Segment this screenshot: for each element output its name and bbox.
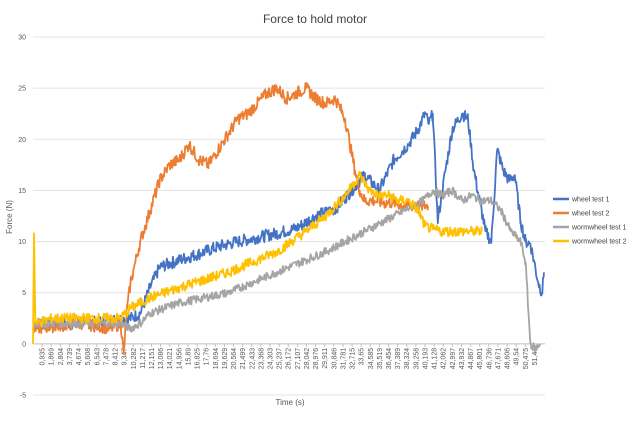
series-line-wormwheel-test-2 (32, 171, 483, 344)
y-tick-label: 15 (18, 188, 26, 195)
x-tick-label: 44,867 (468, 348, 475, 370)
series-line-wormwheel-test-1 (32, 186, 541, 353)
legend-label: wheel test 2 (571, 211, 609, 218)
y-tick-label: 5 (22, 290, 26, 297)
y-tick-label: 0 (22, 341, 26, 348)
y-tick-label: 30 (18, 35, 26, 42)
x-tick-label: 43,932 (459, 348, 466, 370)
legend-item-wheel-test-1[interactable]: wheel test 1 (553, 197, 609, 204)
x-tick-label: 34,585 (368, 348, 375, 370)
x-tick-label: 2,804 (58, 348, 65, 366)
x-tick-label: 23,368 (258, 348, 265, 370)
x-tick-label: 25,237 (277, 348, 284, 370)
legend-label: wormwheel test 2 (571, 239, 627, 246)
x-tick-label: 11,217 (140, 348, 147, 369)
x-tick-label: 3,739 (67, 348, 74, 366)
x-tick-label: 47,671 (495, 348, 502, 370)
chart-title: Force to hold motor (263, 12, 367, 26)
x-tick-label: 9,347 (122, 348, 129, 366)
x-tick-label: 8,412 (113, 348, 120, 366)
x-tick-label: 38,324 (404, 348, 411, 370)
x-tick-label: 5,608 (85, 348, 92, 366)
x-tick-label: 28,976 (313, 348, 320, 370)
x-tick-label: 40,193 (422, 348, 429, 370)
x-tick-label: 45,801 (477, 348, 484, 370)
x-tick-label: 28,042 (304, 348, 311, 370)
x-tick-label: 22,433 (249, 348, 256, 370)
y-axis-ticks: -5 0 5 10 15 20 25 30 (18, 35, 26, 400)
x-tick-label: 27,107 (295, 348, 302, 370)
x-tick-label: 15,89 (185, 348, 192, 366)
x-tick-label: 30,846 (331, 348, 338, 370)
legend-item-wheel-test-2[interactable]: wheel test 2 (553, 211, 609, 218)
x-tick-label: 4,674 (76, 348, 83, 366)
x-tick-label: 10,282 (131, 348, 138, 370)
x-tick-label: 33,65 (359, 348, 366, 366)
y-tick-label: -5 (20, 393, 26, 400)
y-axis-title: Force (N) (5, 200, 14, 234)
x-tick-label: 42,997 (450, 348, 457, 370)
x-tick-label: 24,303 (268, 348, 275, 370)
x-tick-label: 32,715 (350, 348, 357, 370)
x-tick-label: 14,021 (167, 348, 174, 370)
legend-label: wheel test 1 (571, 197, 609, 204)
x-tick-label: 39,258 (413, 348, 420, 370)
x-tick-label: 6,543 (94, 348, 101, 366)
x-tick-label: 0,935 (40, 348, 47, 366)
legend[interactable]: wheel test 1 wheel test 2 wormwheel test 1… (553, 197, 627, 246)
x-tick-label: 7,478 (103, 348, 110, 366)
x-tick-label: 51,41 (532, 348, 539, 366)
legend-label: wormwheel test 1 (571, 225, 627, 232)
x-tick-label: 37,389 (395, 348, 402, 370)
series-line-wheel-test-2 (32, 82, 429, 355)
x-tick-label: 42,062 (441, 348, 448, 370)
x-tick-label: 20,564 (231, 348, 238, 370)
y-tick-label: 25 (18, 86, 26, 93)
series-lines (32, 82, 545, 355)
y-tick-label: 10 (18, 239, 26, 246)
series-line-wheel-test-1 (32, 110, 545, 330)
x-tick-label: 16,825 (195, 348, 202, 370)
x-tick-label: 31,781 (340, 348, 347, 370)
x-tick-label: 21,499 (240, 348, 247, 370)
y-tick-label: 20 (18, 137, 26, 144)
x-axis-ticks: 0,935 1,869 2,804 3,739 4,674 5,608 6,543 7,478… (40, 343, 539, 370)
x-tick-label: 46,736 (486, 348, 493, 370)
x-tick-label: 19,629 (222, 348, 229, 370)
x-tick-label: 35,519 (377, 348, 384, 370)
x-tick-label: 14,956 (176, 348, 183, 370)
legend-item-wormwheel-test-1[interactable]: wormwheel test 1 (553, 225, 627, 232)
x-tick-label: 50,475 (523, 348, 530, 370)
legend-item-wormwheel-test-2[interactable]: wormwheel test 2 (553, 239, 627, 246)
x-tick-label: 29,911 (322, 348, 329, 369)
x-tick-label: 48,606 (505, 348, 512, 370)
x-tick-label: 1,869 (49, 348, 56, 366)
gridlines (33, 36, 545, 396)
x-tick-label: 36,454 (386, 348, 393, 370)
x-tick-label: 49,54 (514, 348, 521, 366)
x-tick-label: 18,694 (213, 348, 220, 370)
x-tick-label: 12,151 (149, 348, 156, 370)
x-axis-title: Time (s) (275, 398, 304, 407)
x-tick-label: 13,086 (158, 348, 165, 370)
x-tick-label: 26,172 (286, 348, 293, 370)
x-tick-label: 41,128 (432, 348, 439, 370)
x-tick-label: 17,76 (204, 348, 211, 366)
